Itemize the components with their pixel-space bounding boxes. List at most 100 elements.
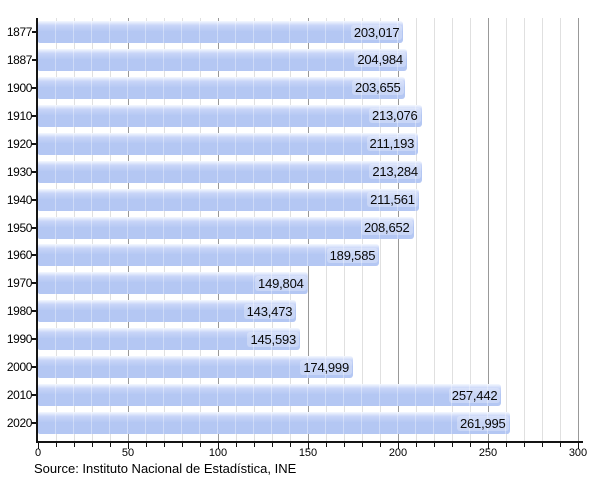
bar: 211,193 bbox=[38, 132, 419, 155]
y-axis-label: 1990 bbox=[6, 332, 33, 347]
x-axis-tick-label: 50 bbox=[121, 447, 135, 459]
x-axis-tick-label: 100 bbox=[208, 447, 228, 459]
x-axis-tick-major bbox=[307, 443, 309, 449]
y-axis-tick bbox=[32, 198, 37, 201]
y-axis-tick bbox=[32, 254, 37, 257]
x-axis-tick-minor bbox=[343, 443, 345, 447]
x-axis-tick-minor bbox=[73, 443, 75, 447]
y-axis-line bbox=[36, 18, 38, 443]
bar: 203,655 bbox=[38, 76, 405, 99]
y-axis-label: 1887 bbox=[6, 52, 33, 67]
y-axis-tick bbox=[32, 394, 37, 397]
bar-value-label: 257,442 bbox=[448, 387, 501, 403]
x-axis-tick-minor bbox=[145, 443, 147, 447]
plot-area: 203,017 204,984 203,655 213,076 211,193 213,2… bbox=[38, 18, 579, 442]
x-axis-tick-minor bbox=[325, 443, 327, 447]
y-axis-label: 2020 bbox=[6, 416, 33, 431]
bar: 149,804 bbox=[38, 272, 308, 295]
gridline-major bbox=[577, 18, 579, 442]
x-axis-tick-minor bbox=[109, 443, 111, 447]
y-axis-tick bbox=[32, 86, 37, 89]
bar: 257,442 bbox=[38, 384, 502, 407]
y-axis-label: 1877 bbox=[6, 25, 33, 39]
y-axis-label: 1930 bbox=[6, 164, 33, 179]
x-axis-tick-minor bbox=[235, 443, 237, 447]
x-axis-tick-minor bbox=[433, 443, 435, 447]
x-axis-tick-minor bbox=[505, 443, 507, 447]
bar-value-label: 213,284 bbox=[369, 164, 421, 180]
x-axis-tick-major bbox=[487, 443, 489, 449]
bar-value-label: 149,804 bbox=[255, 275, 307, 291]
y-axis-tick bbox=[32, 338, 37, 341]
bar-value-label: 143,473 bbox=[243, 303, 296, 319]
y-axis-tick bbox=[32, 422, 37, 425]
x-axis-tick-minor bbox=[379, 443, 381, 447]
x-axis-tick-major bbox=[577, 443, 579, 449]
y-axis-label: 1940 bbox=[6, 192, 33, 207]
x-axis-tick-major bbox=[37, 443, 39, 449]
x-axis-tick-minor bbox=[415, 443, 417, 447]
x-axis-tick-major bbox=[127, 443, 129, 449]
y-axis-tick bbox=[32, 282, 37, 285]
y-axis-label: 1960 bbox=[6, 248, 33, 263]
x-axis-tick-minor bbox=[163, 443, 165, 447]
x-axis-tick-minor bbox=[55, 443, 57, 447]
bar: 204,984 bbox=[38, 48, 407, 71]
y-axis-label: 1920 bbox=[6, 136, 33, 151]
bar: 211,561 bbox=[38, 188, 419, 211]
gridline-minor bbox=[433, 18, 435, 442]
bar-value-label: 145,593 bbox=[247, 331, 300, 347]
gridline-minor bbox=[451, 18, 453, 442]
y-axis-tick bbox=[32, 366, 37, 369]
y-axis-label: 2010 bbox=[6, 388, 33, 403]
x-axis-tick-label: 0 bbox=[34, 447, 42, 459]
y-axis-tick bbox=[32, 31, 37, 33]
x-axis-tick-minor bbox=[469, 443, 471, 447]
gridline-minor bbox=[523, 18, 525, 442]
x-axis-tick-label: 250 bbox=[478, 447, 498, 459]
bar-value-label: 261,995 bbox=[456, 415, 509, 431]
x-axis-tick-minor bbox=[361, 443, 363, 447]
y-axis-label: 1970 bbox=[6, 276, 33, 291]
bar: 174,999 bbox=[38, 356, 353, 379]
gridline-minor bbox=[541, 18, 543, 442]
gridline-major bbox=[487, 18, 489, 442]
y-axis-label: 2000 bbox=[6, 360, 33, 375]
gridline-minor bbox=[469, 18, 471, 442]
x-axis-tick-label: 150 bbox=[298, 447, 318, 459]
y-axis-tick bbox=[32, 170, 37, 173]
y-axis-tick bbox=[32, 226, 37, 229]
bar-value-label: 211,561 bbox=[367, 192, 418, 208]
bar-value-label: 189,585 bbox=[326, 247, 379, 263]
bar: 208,652 bbox=[38, 216, 414, 239]
x-axis-tick-minor bbox=[289, 443, 291, 447]
bar: 203,017 bbox=[38, 21, 404, 43]
bar: 145,593 bbox=[38, 328, 301, 351]
x-axis-tick-minor bbox=[271, 443, 273, 447]
bar: 261,995 bbox=[38, 412, 510, 435]
bar-value-label: 174,999 bbox=[300, 359, 352, 375]
y-axis-label: 1950 bbox=[6, 220, 33, 235]
x-axis-tick-minor bbox=[91, 443, 93, 447]
y-axis-label: 1910 bbox=[6, 108, 33, 123]
bar: 213,076 bbox=[38, 104, 422, 127]
source-note: Source: Instituto Nacional de Estadístic… bbox=[34, 461, 297, 476]
gridline-minor bbox=[505, 18, 507, 442]
bar-value-label: 204,984 bbox=[354, 52, 406, 68]
x-axis-tick-label: 200 bbox=[388, 447, 408, 459]
x-axis-tick-minor bbox=[541, 443, 543, 447]
bar-value-label: 203,017 bbox=[350, 24, 403, 40]
bar-value-label: 211,193 bbox=[366, 136, 418, 152]
x-axis-tick-minor bbox=[559, 443, 561, 447]
y-axis-label: 1980 bbox=[6, 304, 33, 319]
x-axis-tick-minor bbox=[253, 443, 255, 447]
x-axis-tick-minor bbox=[523, 443, 525, 447]
bar-value-label: 203,655 bbox=[351, 80, 404, 96]
y-axis-label: 1900 bbox=[6, 80, 33, 95]
x-axis-tick-minor bbox=[181, 443, 183, 447]
bar: 189,585 bbox=[38, 244, 380, 267]
x-axis-tick-major bbox=[217, 443, 219, 449]
gridline-minor bbox=[415, 18, 417, 442]
x-axis-line bbox=[36, 441, 583, 443]
